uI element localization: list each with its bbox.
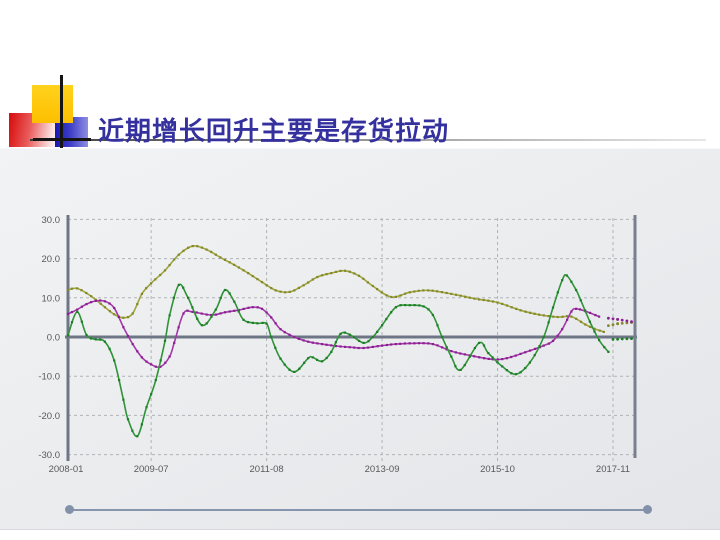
bottom-slider-line <box>70 509 647 511</box>
svg-text:-30.0: -30.0 <box>38 450 60 461</box>
svg-text:2015-10: 2015-10 <box>480 464 515 475</box>
svg-text:20.0: 20.0 <box>42 254 61 265</box>
cross-vertical-line <box>60 75 63 148</box>
slider-left-dot <box>65 505 74 514</box>
slider-right-dot <box>643 505 652 514</box>
page-title: 近期增长回升主要是存货拉动 <box>98 117 450 148</box>
svg-text:10.0: 10.0 <box>42 293 61 304</box>
svg-text:0.0: 0.0 <box>47 333 60 344</box>
svg-text:-20.0: -20.0 <box>38 411 60 422</box>
svg-text:2008-01: 2008-01 <box>49 464 84 475</box>
cross-horizontal-line <box>33 138 91 141</box>
svg-text:2011-08: 2011-08 <box>250 464 284 475</box>
accent-yellow-square <box>32 85 73 123</box>
svg-text:2013-09: 2013-09 <box>365 464 400 475</box>
title-divider-line <box>30 139 706 141</box>
svg-text:2017-11: 2017-11 <box>596 464 630 475</box>
svg-text:2009-07: 2009-07 <box>134 464 169 475</box>
svg-text:-10.0: -10.0 <box>38 372 60 383</box>
svg-text:30.0: 30.0 <box>42 215 61 226</box>
